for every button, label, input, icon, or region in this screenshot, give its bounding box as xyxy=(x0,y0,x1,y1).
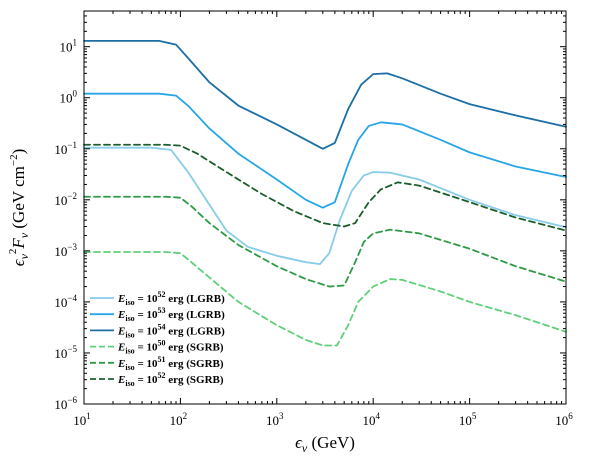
series-line-2 xyxy=(83,92,567,209)
legend: Eiso = 1052 erg (LGRB)Eiso = 1053 erg (L… xyxy=(90,290,225,388)
x-axis-label: ϵν (GeV) xyxy=(295,433,355,455)
x-tick-label: 104 xyxy=(362,411,380,428)
x-tick-label: 103 xyxy=(266,411,284,428)
y-tick-label: 10−2 xyxy=(54,191,77,208)
x-tick-label: 101 xyxy=(73,411,91,428)
x-tick-label: 105 xyxy=(459,411,477,428)
legend-label-1: Eiso = 1052 erg (LGRB) xyxy=(117,290,225,307)
y-tick-label: 101 xyxy=(60,38,78,55)
legend-label-6: Eiso = 1052 erg (SGRB) xyxy=(117,371,224,388)
y-tick-label: 10−6 xyxy=(54,395,77,412)
legend-label-2: Eiso = 1053 erg (LGRB) xyxy=(117,306,225,323)
y-tick-label: 10−5 xyxy=(54,344,77,361)
series-line-1 xyxy=(83,146,567,266)
tick-labels: 101 102 103 104 105 106 10−6 10−5 10−4 10−3 10−2 10… xyxy=(54,38,573,428)
y-tick-label: 10−1 xyxy=(54,140,77,157)
series-line-5 xyxy=(83,195,567,288)
series-lines xyxy=(83,39,567,347)
y-tick-label: 10−3 xyxy=(54,242,77,259)
x-tick-label: 102 xyxy=(170,411,188,428)
series-line-3 xyxy=(83,39,567,150)
axis-ticks xyxy=(83,10,567,405)
y-tick-label: 100 xyxy=(60,89,78,106)
y-tick-label: 10−4 xyxy=(54,293,77,310)
series-line-4 xyxy=(83,251,567,347)
series-line-6 xyxy=(83,143,567,232)
x-tick-label: 106 xyxy=(555,411,573,428)
legend-label-5: Eiso = 1051 erg (SGRB) xyxy=(117,355,224,372)
legend-label-3: Eiso = 1054 erg (LGRB) xyxy=(117,322,225,339)
legend-label-4: Eiso = 1050 erg (SGRB) xyxy=(117,339,224,356)
y-axis-label: ϵν2Fν (GeV cm−2) xyxy=(7,149,31,267)
